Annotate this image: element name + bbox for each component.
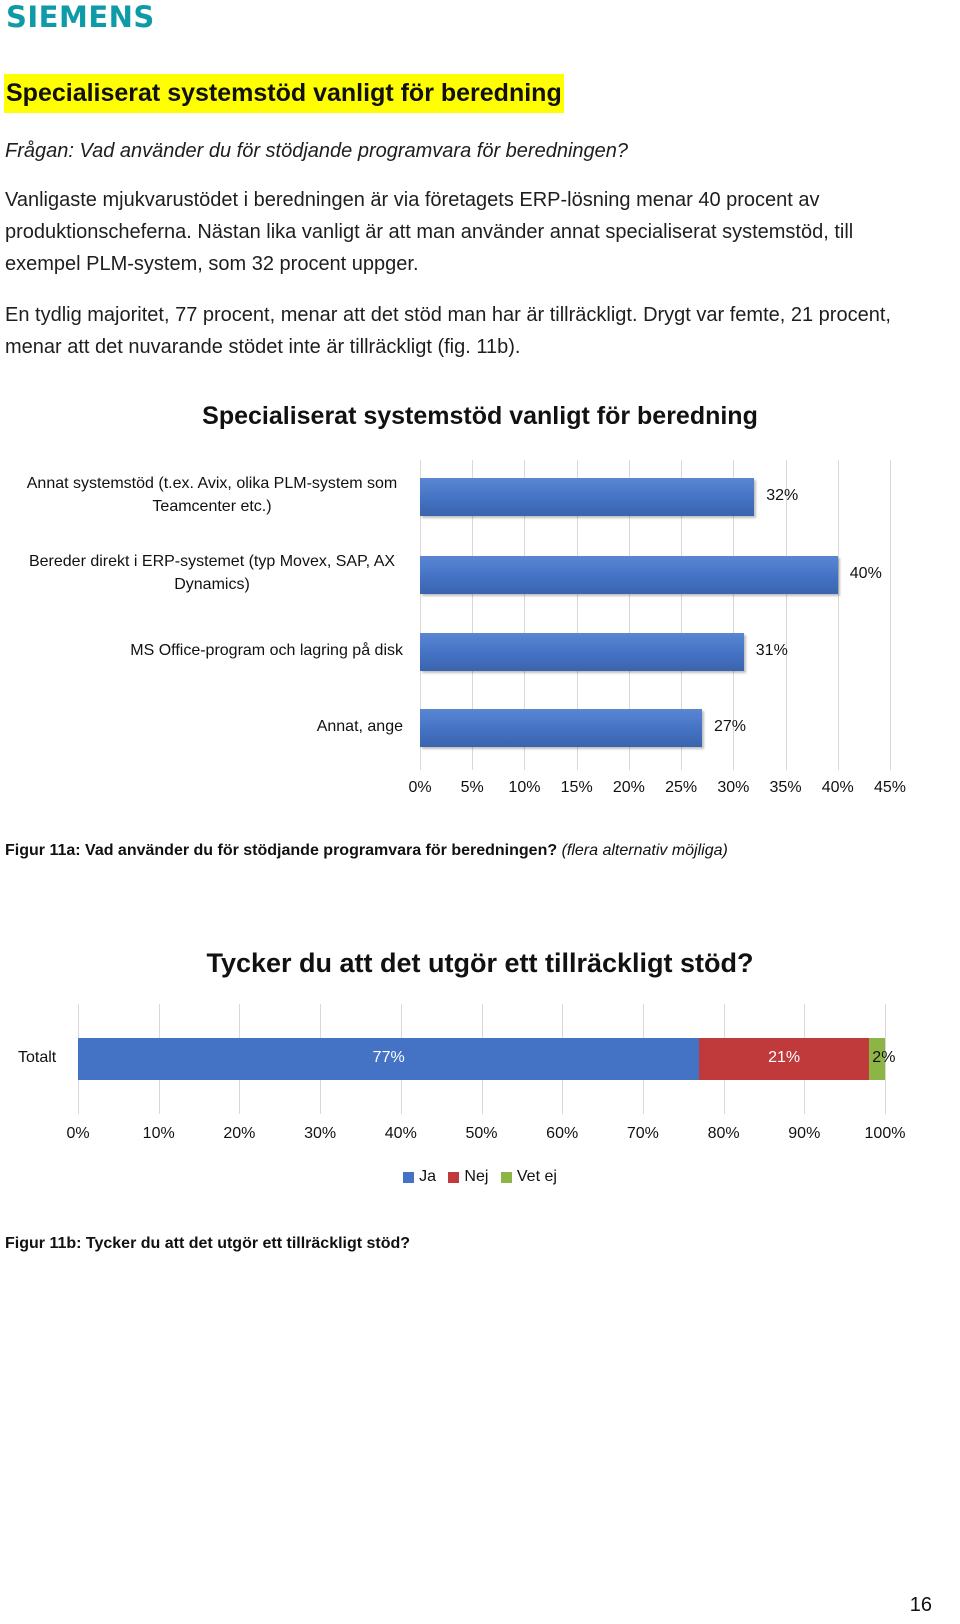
chart-a-category-label: Annat systemstöd (t.ex. Avix, olika PLM-… xyxy=(26,475,398,515)
chart-a-bar xyxy=(420,478,755,516)
chart-a-x-tick-label: 5% xyxy=(460,779,484,796)
legend-item-ja: Ja xyxy=(403,1168,436,1186)
chart-a-gridline xyxy=(472,460,474,770)
chart-b-bar-segment xyxy=(699,1038,869,1080)
chart-a-x-tick-label: 30% xyxy=(717,779,750,796)
chart-b-x-tick-label: 30% xyxy=(304,1125,337,1142)
page-number: 16 xyxy=(909,1594,932,1616)
chart-b-x-tick-label: 100% xyxy=(864,1125,906,1142)
chart-a-category-label: Bereder direkt i ERP-systemet (typ Movex… xyxy=(28,553,396,593)
chart-a-x-tick-label: 25% xyxy=(665,779,698,796)
legend-label-nej: Nej xyxy=(464,1168,489,1185)
chart-a-x-tick-label: 20% xyxy=(612,779,645,796)
legend-swatch-nej xyxy=(448,1171,460,1183)
figure-11a-caption-bold: Figur 11a: Vad använder du för stödjande… xyxy=(5,842,558,859)
chart-a-x-tick-label: 10% xyxy=(508,779,541,796)
chart-b-x-tick-label: 60% xyxy=(546,1125,579,1142)
chart-b-x-tick-label: 80% xyxy=(707,1125,740,1142)
figure-11a-caption: Figur 11a: Vad använder du för stödjande… xyxy=(5,842,728,860)
figure-11a-caption-italic: (flera alternativ möjliga) xyxy=(561,842,728,859)
chart-a-gridline xyxy=(628,460,630,770)
chart-a-category-label: Annat, ange xyxy=(316,717,403,735)
chart-b-x-tick-label: 40% xyxy=(384,1125,417,1142)
paragraph-2: En tydlig majoritet, 77 procent, menar a… xyxy=(5,304,891,358)
chart-a-gridline xyxy=(837,460,839,770)
chart-a-x-tick-label: 35% xyxy=(769,779,802,796)
chart-a-bar xyxy=(420,633,744,671)
legend-label-vet-ej: Vet ej xyxy=(516,1168,557,1185)
figure-11b-caption: Figur 11b: Tycker du att det utgör ett t… xyxy=(5,1235,411,1252)
chart-b-bar-segment xyxy=(868,1038,885,1080)
chart-a-gridline xyxy=(576,460,578,770)
chart-a-x-tick-label: 0% xyxy=(408,779,432,796)
survey-question: Frågan: Vad använder du för stödjande pr… xyxy=(5,140,628,162)
paragraph-1: Vanligaste mjukvarustödet i beredningen … xyxy=(5,189,854,275)
chart-a-gridline xyxy=(420,460,421,770)
siemens-logo: SIEMENS xyxy=(6,0,155,34)
chart-b-title: Tycker du att det utgör ett tillräckligt… xyxy=(206,948,754,978)
legend-swatch-vet-ej xyxy=(500,1171,512,1183)
chart-a-gridline xyxy=(524,460,526,770)
chart-a-value-label: 31% xyxy=(755,642,788,659)
chart-b-category-label: Totalt xyxy=(18,1049,57,1066)
legend-label-ja: Ja xyxy=(419,1168,436,1185)
chart-a-x-tick-label: 45% xyxy=(873,779,907,796)
chart-b-segment-label: 21% xyxy=(768,1049,801,1066)
legend-swatch-ja xyxy=(403,1171,415,1183)
chart-a-value-label: 27% xyxy=(714,718,747,735)
chart-a-x-tick-label: 40% xyxy=(821,779,854,796)
chart-a-category-label: MS Office-program och lagring på disk xyxy=(130,641,403,659)
chart-a-gridline xyxy=(681,460,683,770)
chart-a-value-label: 40% xyxy=(849,565,882,582)
chart-a-gridline xyxy=(890,460,891,770)
chart-a-title: Specialiserat systemstöd vanligt för ber… xyxy=(202,402,758,430)
chart-b-x-tick-label: 70% xyxy=(626,1125,659,1142)
legend-item-vet-ej: Vet ej xyxy=(500,1168,557,1186)
chart-b-segment-label: 2% xyxy=(872,1049,896,1066)
chart-b-legend: Ja Nej Vet ej xyxy=(0,1168,960,1188)
chart-b-segment-label: 77% xyxy=(372,1049,405,1066)
chart-b-gridline xyxy=(885,1004,886,1114)
chart-b-x-tick-label: 90% xyxy=(788,1125,821,1142)
chart-a-gridline xyxy=(733,460,735,770)
section-heading: Specialiserat systemstöd vanligt för ber… xyxy=(4,74,564,113)
chart-b-x-tick-label: 20% xyxy=(223,1125,256,1142)
chart-a-value-label: 32% xyxy=(766,487,799,504)
chart-b-x-tick-label: 10% xyxy=(142,1125,175,1142)
chart-b-x-tick-label: 0% xyxy=(66,1125,90,1142)
chart-b-bar-segment xyxy=(78,1038,700,1080)
chart-a-gridline xyxy=(785,460,787,770)
legend-item-nej: Nej xyxy=(448,1168,488,1186)
chart-b-x-tick-label: 50% xyxy=(465,1125,498,1142)
chart-a-bar xyxy=(420,556,838,594)
chart-a-bar xyxy=(420,709,702,747)
chart-a-x-tick-label: 15% xyxy=(560,779,593,796)
